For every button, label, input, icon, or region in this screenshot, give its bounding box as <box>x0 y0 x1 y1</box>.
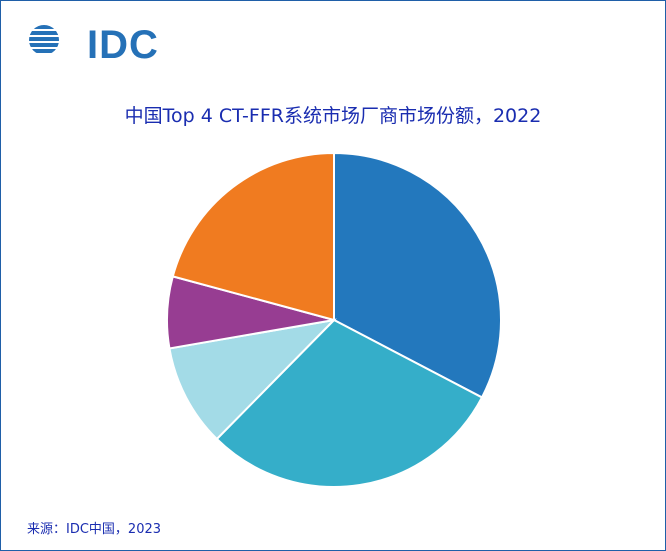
pie-slice-5 <box>171 151 335 322</box>
pie-slice-2 <box>215 318 484 488</box>
chart-title: 中国Top 4 CT-FFR系统市场厂商市场份额，2022 <box>124 105 542 127</box>
pie-slice-1 <box>333 151 502 399</box>
pie-slice-3 <box>168 318 337 441</box>
idc-globe-icon <box>29 25 59 53</box>
idc-logo-text: IDC <box>87 23 159 67</box>
source-note: 来源：IDC中国，2023 <box>27 522 162 537</box>
idc-logo: IDC <box>29 17 169 67</box>
